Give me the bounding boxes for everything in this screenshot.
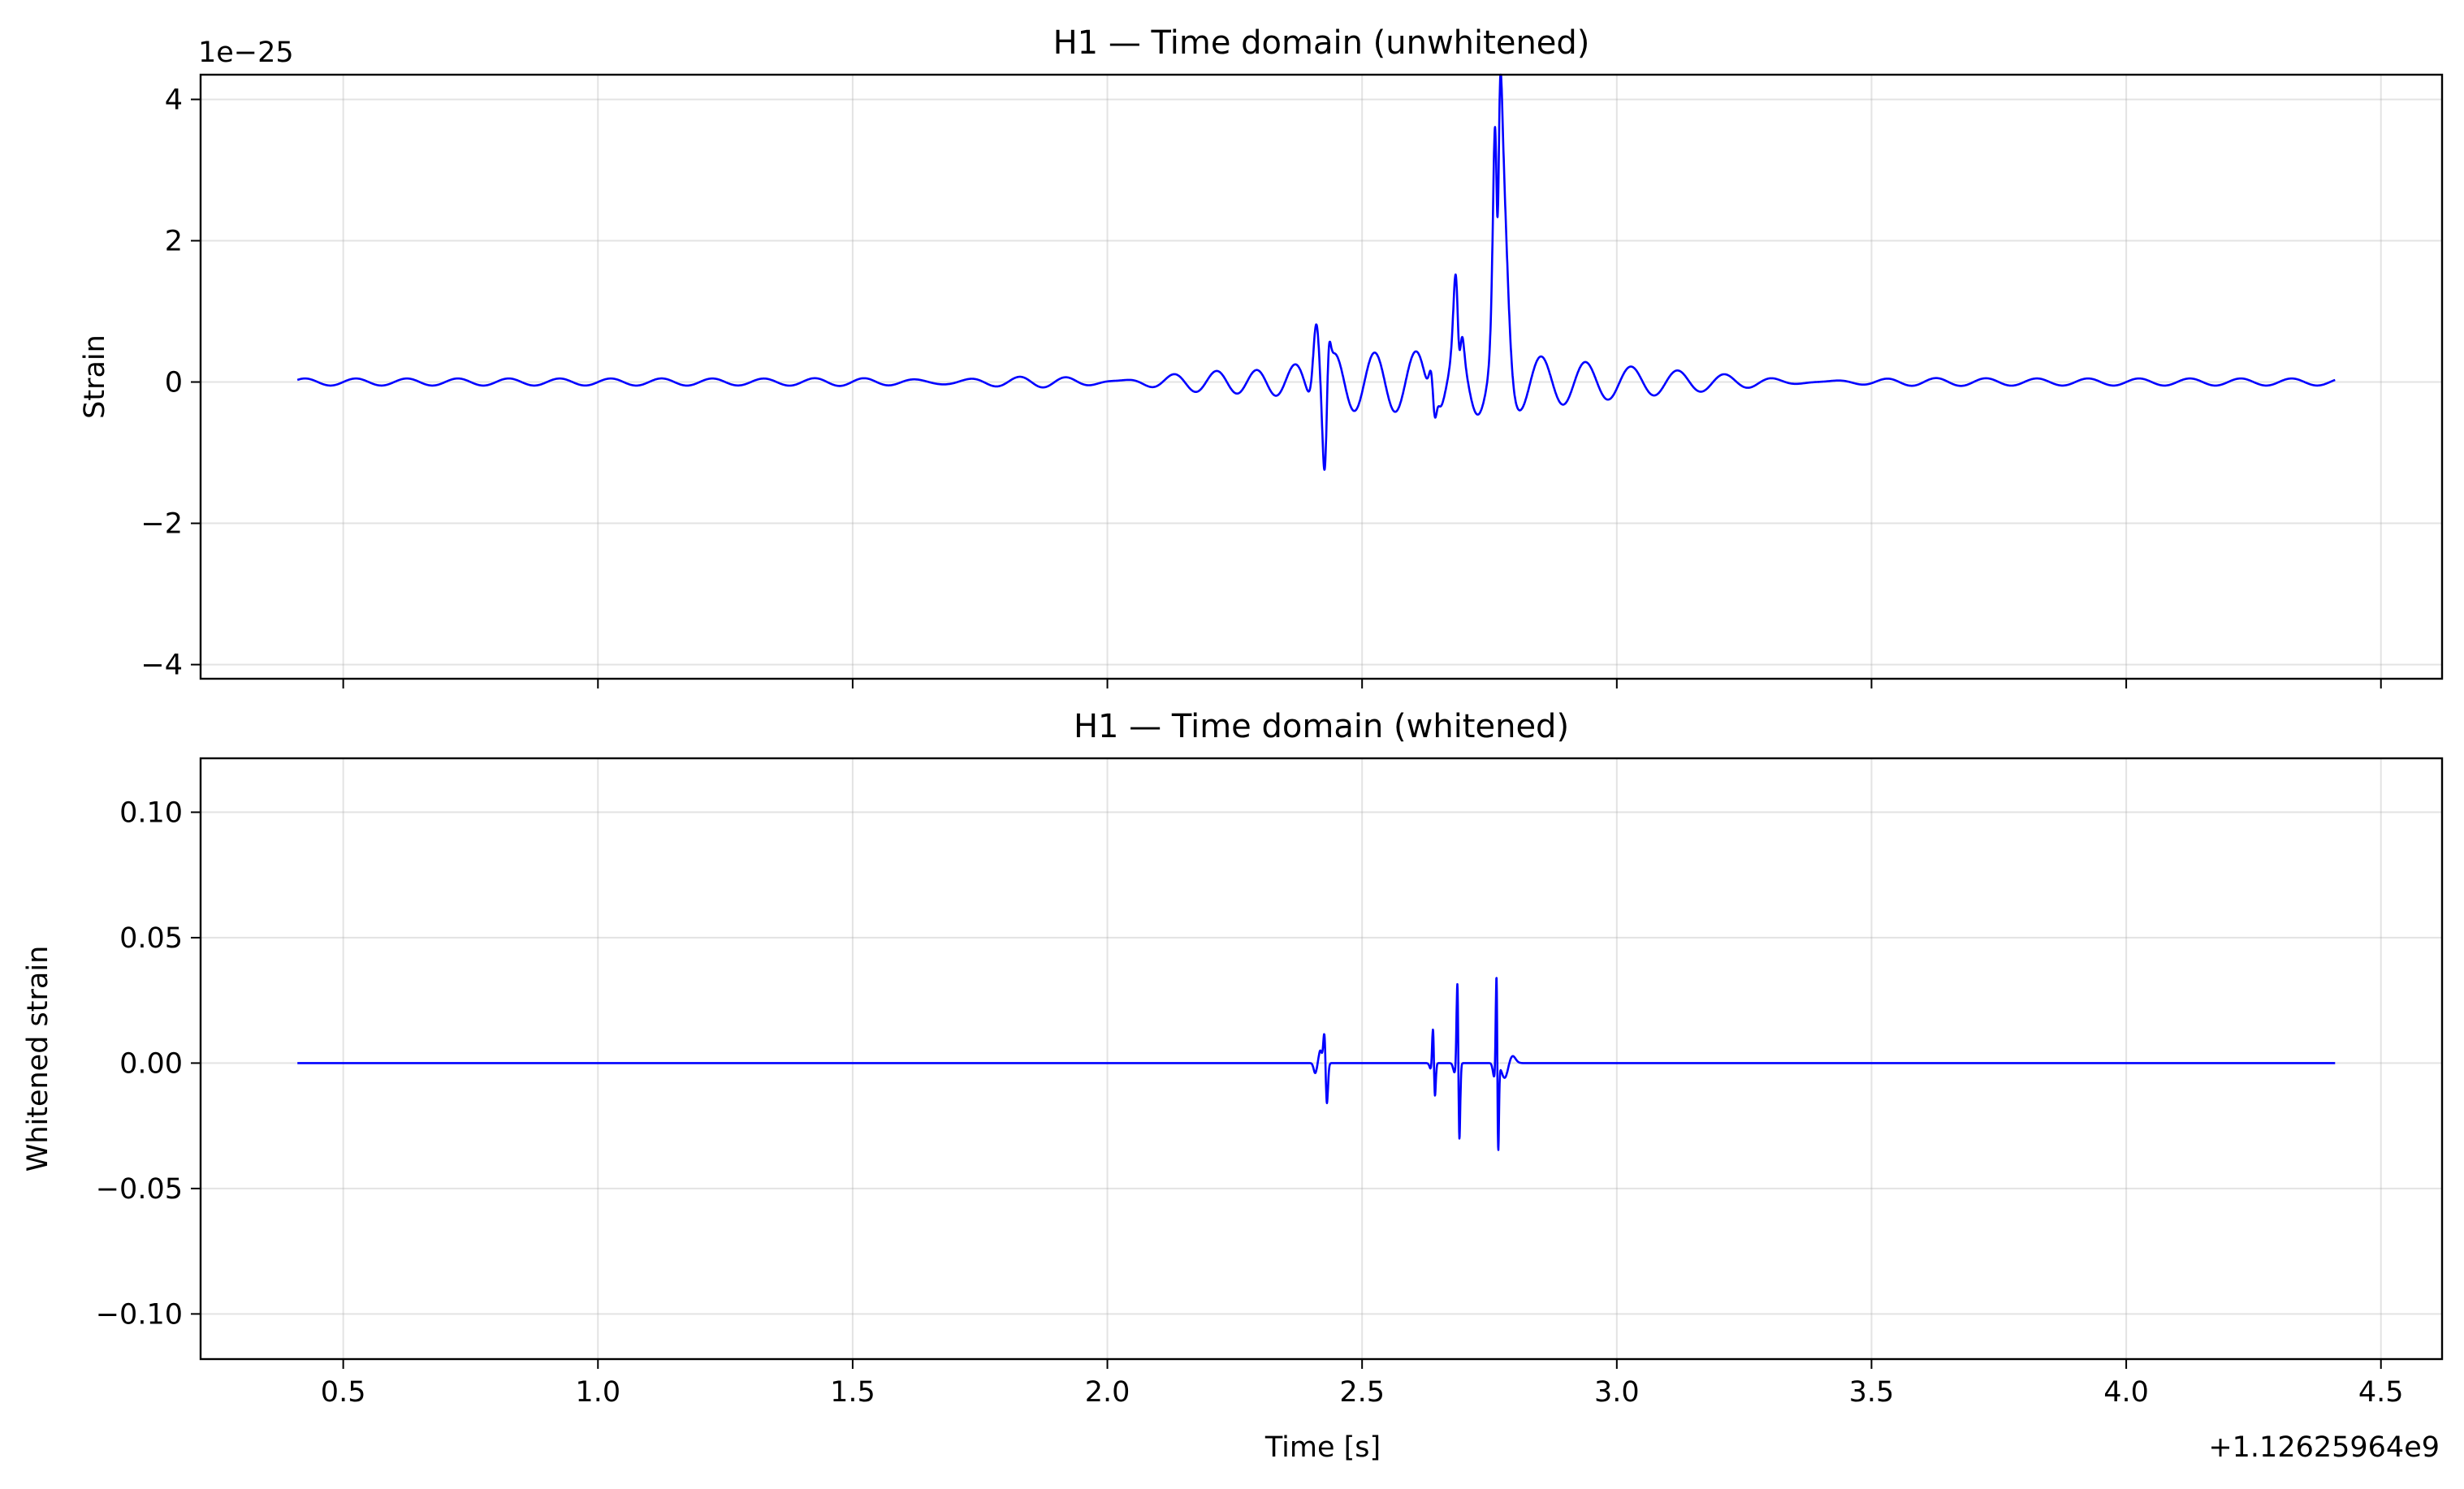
x-tick-label: 0.5: [321, 1376, 366, 1409]
bottom-axes-frame: [199, 757, 2444, 1361]
series-line: [296, 977, 2336, 1151]
x-tick-label: 3.0: [1594, 1376, 1640, 1409]
top-y-axis-label: Strain: [79, 334, 111, 419]
bottom-axes-grid: [201, 758, 2442, 1359]
bottom-x-offset-label: +1.12625964e9: [2208, 1431, 2440, 1464]
top-axes-grid: [201, 75, 2442, 679]
x-tick-label: 1.5: [830, 1376, 875, 1409]
bottom-axes: 0.5 1.0 1.5 2.0 2.5 3.0 3.5 4.0 4.5 −0.10 −0.05 0.…: [22, 708, 2444, 1464]
y-tick-label: 0.05: [119, 922, 183, 955]
y-tick-label: 4: [165, 84, 183, 116]
bottom-y-axis-label: Whitened strain: [22, 946, 54, 1172]
x-tick-label: 4.5: [2358, 1376, 2404, 1409]
y-tick-label: −0.05: [96, 1173, 183, 1206]
bottom-axes-y-ticks: −0.10 −0.05 0.00 0.05 0.10: [96, 796, 201, 1331]
y-tick-label: 0: [165, 367, 183, 399]
top-axes-series: [296, 73, 2336, 471]
top-axes: −4 −2 0 2 4 H1 — Time domain (unwhitened) St…: [79, 24, 2444, 688]
y-tick-label: 2: [165, 225, 183, 257]
y-tick-label: −0.10: [96, 1298, 183, 1331]
bottom-axes-x-ticks: 0.5 1.0 1.5 2.0 2.5 3.0 3.5 4.0 4.5: [321, 1359, 2404, 1409]
top-axes-frame: [199, 73, 2444, 680]
x-tick-label: 2.5: [1339, 1376, 1385, 1409]
top-chart-title: H1 — Time domain (unwhitened): [1053, 24, 1590, 62]
series-line: [296, 73, 2336, 471]
bottom-axes-series: [296, 977, 2336, 1151]
bottom-x-axis-label: Time [s]: [1264, 1431, 1381, 1464]
x-tick-label: 2.0: [1085, 1376, 1130, 1409]
x-tick-label: 1.0: [575, 1376, 620, 1409]
x-tick-label: 3.5: [1849, 1376, 1895, 1409]
top-y-offset-label: 1e−25: [198, 37, 294, 69]
top-axes-y-ticks: −4 −2 0 2 4: [140, 84, 201, 682]
x-tick-label: 4.0: [2103, 1376, 2149, 1409]
y-tick-label: 0.10: [119, 796, 183, 829]
top-axes-x-ticks: [342, 679, 2382, 688]
y-tick-label: 0.00: [119, 1047, 183, 1080]
bottom-chart-title: H1 — Time domain (whitened): [1074, 708, 1569, 745]
y-tick-label: −4: [140, 650, 183, 682]
y-tick-label: −2: [140, 508, 183, 541]
